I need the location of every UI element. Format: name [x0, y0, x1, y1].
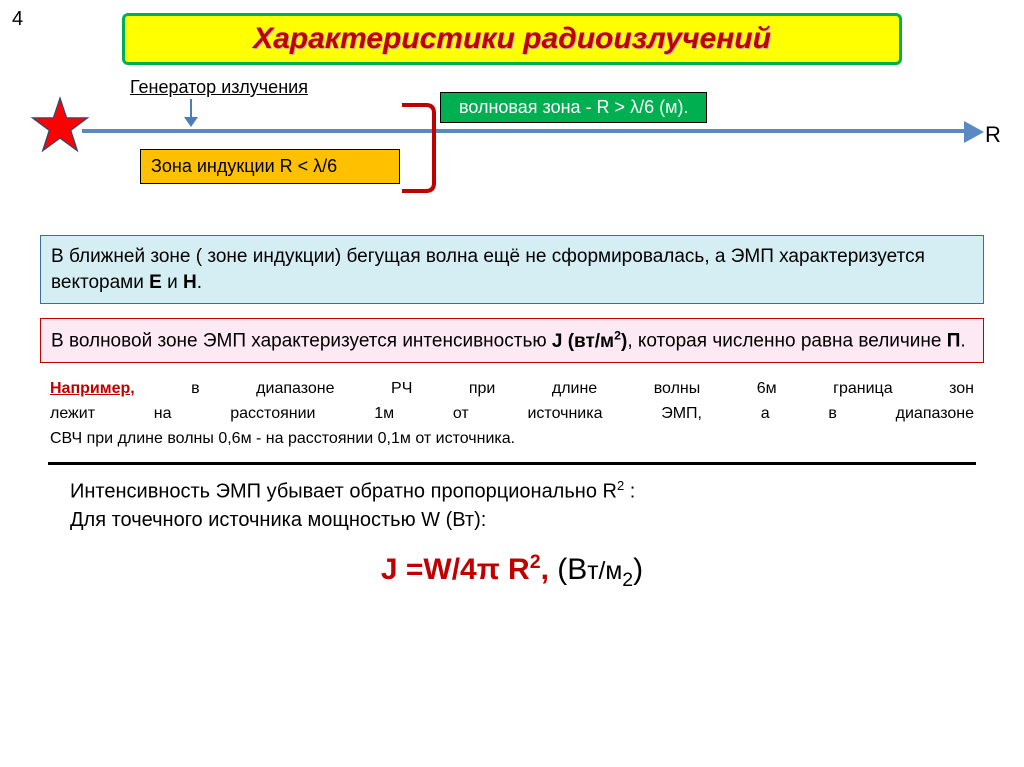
induction-zone-badge: Зона индукции R < λ/6 — [140, 149, 400, 184]
wave-zone-description: В волновой зоне ЭМП характеризуется инте… — [40, 318, 984, 363]
generator-label: Генератор излучения — [130, 77, 308, 98]
formula-black: (Вт/м2) — [549, 553, 643, 586]
title-banner: Характеристики радиоизлучений — [122, 13, 902, 65]
example-line2: лежит на расстоянии 1м от источника ЭМП,… — [50, 405, 974, 422]
axis-arrowhead — [964, 121, 984, 143]
title-text: Характеристики радиоизлучений — [253, 22, 771, 55]
example-line3: СВЧ при длине волны 0,6м - на расстоянии… — [50, 427, 974, 452]
bracket-icon — [398, 101, 438, 201]
formula-red: J =W/4π R2, — [381, 553, 549, 586]
example-text: Например, в диапазоне РЧ при длине волны… — [50, 377, 974, 451]
generator-arrow-head — [184, 117, 198, 127]
zone-diagram: Генератор излучения R волновая зона - R … — [20, 77, 1004, 217]
divider-line — [48, 462, 976, 465]
example-lead: Например, — [50, 380, 135, 397]
axis-line — [82, 129, 972, 133]
axis-label: R — [985, 122, 1001, 148]
wave-zone-badge: волновая зона - R > λ/6 (м). — [440, 92, 707, 123]
formula: J =W/4π R2, (Вт/м2) — [20, 551, 1004, 592]
page-number: 4 — [12, 8, 23, 31]
intensity-text: Интенсивность ЭМП убывает обратно пропор… — [70, 477, 954, 536]
near-zone-description: В ближней зоне ( зоне индукции) бегущая … — [40, 235, 984, 304]
star-icon — [30, 95, 90, 155]
example-line1: в диапазоне РЧ при длине волны 6м границ… — [135, 380, 974, 397]
